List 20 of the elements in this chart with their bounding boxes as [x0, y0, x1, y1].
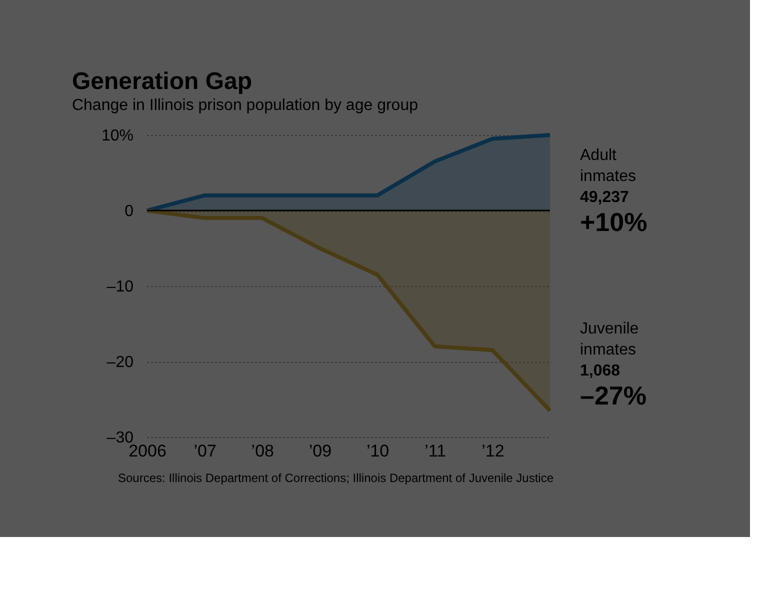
x-tick-label: ’10 — [366, 442, 390, 460]
y-tick-label: 10% — [101, 128, 134, 144]
text: –27% — [580, 380, 646, 411]
y-tick-label: 0 — [124, 203, 134, 220]
series-label: Adult inmates — [580, 147, 636, 185]
y-tick-label: –20 — [106, 354, 134, 371]
source-note: Sources: Illinois Department of Corrections; Illinois Department of Juvenile Justice — [118, 471, 554, 485]
x-tick-label: ’12 — [482, 442, 504, 460]
x-tick-label: ’07 — [194, 442, 216, 460]
x-tick-label: ’08 — [251, 442, 274, 460]
text: 49,237 — [580, 189, 630, 206]
x-tick-label: 2006 — [128, 442, 166, 460]
chart-title: Generation Gap — [72, 68, 252, 95]
series-label: Juvenile inmates — [580, 320, 639, 359]
x-tick-label: ’11 — [424, 442, 446, 460]
text: 1,068 — [580, 362, 620, 380]
text: +10% — [580, 207, 648, 237]
y-tick-label: –10 — [106, 278, 134, 296]
chart-subtitle: Change in Illinois prison population by age group — [72, 97, 418, 114]
x-tick-label: ’09 — [308, 442, 332, 460]
